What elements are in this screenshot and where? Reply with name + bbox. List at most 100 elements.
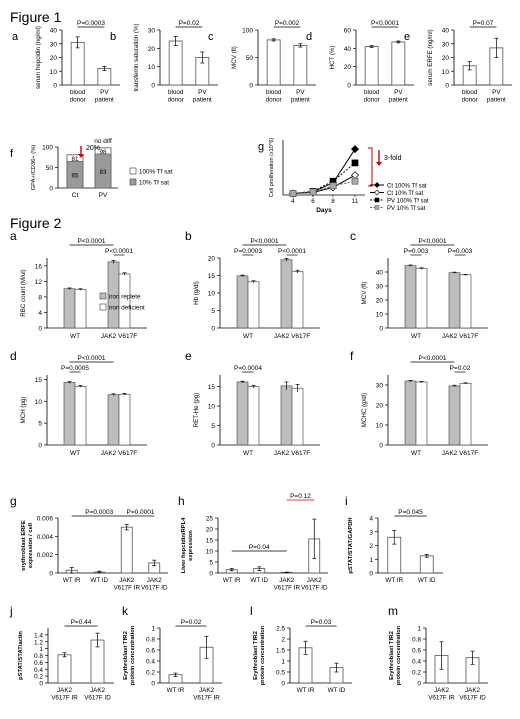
fig1-f-annotation: no diff [94, 138, 112, 145]
fig1-c-pvalue-label: P=0.002 [275, 20, 300, 27]
fig1-c-y-tick-label: 100 [242, 28, 253, 35]
fig1-d-x-tick-label: donor [364, 97, 380, 104]
fig1-f-y-tick-label: 50 [46, 165, 54, 172]
fig2-l-y-tick-label: 1 [281, 659, 285, 666]
fig2-c-ylabel: MCV (fl) [361, 282, 368, 305]
fig1-e-ylabel: serum ERFE (ng/ml) [427, 29, 434, 85]
fig1-d-ylabel: HCT (%) [329, 46, 336, 70]
fig2-l-y-tick-label: 2 [281, 637, 285, 644]
panels-layer: a serum hepcidin (ng/ml) 010203040blooddon… [9, 20, 512, 702]
fig2-m-x-tick-label: V617F IR [428, 695, 455, 702]
fig1-f-bar-label: 65 [72, 173, 79, 180]
fig2-c-pvalue-label: P=0.003 [404, 248, 429, 255]
fig2-j-y-tick-label: 1.2 [34, 639, 43, 646]
fig2-j-x-tick-label: JAK2 [90, 687, 106, 694]
fig2-e-y-tick-label: 5 [211, 423, 215, 430]
fig1-e-y-tick-label: 0 [445, 83, 449, 90]
fig2-l-y-tick-label: 0.5 [276, 670, 285, 677]
fig2-d-y-tick-label: 0 [38, 443, 42, 450]
fig2-j-pvalue-label: P=0.44 [71, 619, 92, 626]
fig1-a-y-tick-label: 30 [50, 41, 58, 48]
fig1-g-series-line [292, 174, 356, 194]
fig2-j-letter: j [9, 604, 13, 618]
fig1-d-x-tick-label: patient [389, 97, 408, 104]
fig2-m-y-tick-label: 0.6 [412, 648, 421, 655]
figure2-title: Figure 2 [10, 215, 62, 231]
fig2-e-bar-deficient [291, 387, 304, 446]
fig2-m-y-tick-label: 0.8 [412, 637, 421, 644]
fig2-h-x-tick-label: V617F ID [301, 585, 328, 592]
fig1-e-y-tick-label: 30 [442, 41, 450, 48]
figure1-title: Figure 1 [10, 9, 62, 25]
fig1-d-bar [364, 46, 379, 86]
fig2-e-pvalue-label: P=0.0004 [234, 365, 262, 372]
fig2-l-ylabel: protein concentration [260, 625, 266, 685]
fig2-j-x-tick-label: V617F IR [51, 695, 78, 702]
fig2-c-bar-replete [448, 272, 461, 329]
fig2-c-y-tick-label: 30 [376, 284, 384, 291]
fig2-j-x-tick-label: V617F ID [84, 695, 111, 702]
fig2-l-y-tick-label: 0 [281, 681, 285, 688]
fig2-m-x-tick-label: JAK2 [465, 687, 481, 694]
fig2-a-x-tick-label: JAK2 V617F [101, 333, 138, 340]
fig2-k-x-tick-label: WT IR [167, 687, 185, 694]
fig2-g-ylabel: expression / cell [28, 523, 34, 568]
fig2-f-bar-replete [404, 380, 417, 446]
fig1-e-x-tick-label: patient [487, 97, 506, 104]
fig2-a-y-tick-label: 4 [38, 310, 42, 317]
fig1-c-ylabel: MCV (fl) [231, 46, 238, 69]
fig2-legend-swatch-deficient [99, 303, 107, 311]
fig1-g-ylabel: Cell proliferation (x10^6) [269, 138, 275, 198]
fig2-l-y-tick-label: 2.5 [276, 626, 285, 633]
fig2-i-y-tick-label: 3 [369, 529, 373, 536]
fig2-d-y-tick-label: 10 [35, 399, 43, 406]
fig2-k-y-tick-label: 0.2 [146, 670, 155, 677]
fig2-f-y-tick-label: 20 [376, 403, 384, 410]
fig2-i-ylabel: pSTAT/STAT/GAPDH [348, 517, 354, 573]
fig2-l-ylabel: Erythroblast TfR2 [253, 631, 259, 680]
fig2-e-x-tick-label: JAK2 V617F [274, 450, 311, 457]
fig1-a-y-tick-label: 0 [53, 83, 57, 90]
fig2-a-y-tick-label: 0 [38, 326, 42, 333]
fig1-b-y-tick-label: 10 [148, 64, 156, 71]
fig2-b-letter: b [185, 229, 192, 243]
fig2-d-pvalue-label: P=0.0005 [61, 365, 89, 372]
fig1-b-bar [168, 40, 183, 86]
fig1-g-series-line [292, 162, 356, 194]
fig2-legend-label: iron replete [109, 294, 141, 301]
fig2-b-bar-replete [280, 259, 293, 329]
fig2-c-bar-replete [404, 265, 417, 329]
fig2-i-y-tick-label: 0 [369, 571, 373, 578]
fig1-g-legend-label: PV 100% Tf sat [387, 198, 429, 204]
fig2-e-bar-deficient [247, 386, 260, 446]
fig1-d-y-tick-label: 20 [344, 64, 352, 71]
fig1-g-xlabel: Days [316, 207, 332, 214]
fig2-a-pvalue-label: P<0.0001 [105, 248, 133, 255]
fig2-c-pvalue-label: P<0.0001 [418, 238, 446, 245]
fig1-a-x-tick-label: donor [70, 97, 86, 104]
fig2-e-y-tick-label: 15 [208, 384, 216, 391]
fig2-c-bar-deficient [459, 274, 472, 329]
fig2-m-x-tick-label: JAK2 [434, 687, 450, 694]
fig2-j-y-tick-label: 0 [39, 681, 43, 688]
fig2-i-x-tick-label: WT IR [385, 577, 403, 584]
fig2-g-bar [120, 526, 133, 574]
fig2-m-ylabel: Erythroblast TfR2 [389, 631, 395, 680]
fig1-g-x-tick-label: 6 [311, 198, 315, 205]
fig2-h-ylabel: expression [188, 530, 194, 561]
fig1-b-y-tick-label: 30 [148, 28, 156, 35]
fig1-f-x-tick-label: PV [99, 192, 108, 199]
fig2-c-y-tick-label: 0 [379, 326, 383, 333]
fig2-d-bar-deficient [74, 386, 87, 446]
fig2-b-pvalue-label: P=0.0003 [234, 248, 262, 255]
fig1-g-marker [351, 145, 359, 154]
fig2-a-bar-deficient [118, 273, 131, 329]
fig2-f-y-tick-label: 0 [379, 443, 383, 450]
fig1-b-x-tick-label: patient [193, 97, 212, 104]
fig1-a-y-tick-label: 10 [50, 69, 58, 76]
fig1-a-x-tick-label: blood [70, 89, 86, 96]
fig2-b-pvalue-label: P<0.0001 [278, 248, 306, 255]
fig1-f-bar-10 [94, 153, 112, 189]
fig2-b-pvalue-label: P<0.0001 [250, 238, 278, 245]
